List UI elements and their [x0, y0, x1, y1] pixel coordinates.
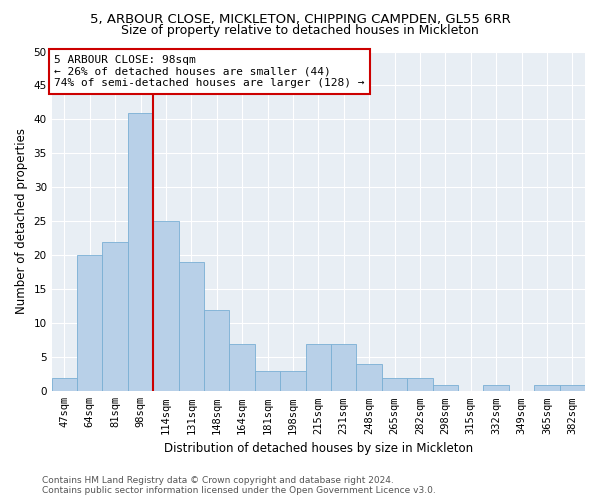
Text: 5 ARBOUR CLOSE: 98sqm
← 26% of detached houses are smaller (44)
74% of semi-deta: 5 ARBOUR CLOSE: 98sqm ← 26% of detached …	[54, 55, 365, 88]
Bar	[103, 242, 128, 392]
Bar	[77, 256, 103, 392]
X-axis label: Distribution of detached houses by size in Mickleton: Distribution of detached houses by size …	[164, 442, 473, 455]
Bar	[229, 344, 255, 392]
Y-axis label: Number of detached properties: Number of detached properties	[15, 128, 28, 314]
Bar	[560, 384, 585, 392]
Bar	[407, 378, 433, 392]
Text: Size of property relative to detached houses in Mickleton: Size of property relative to detached ho…	[121, 24, 479, 37]
Bar	[305, 344, 331, 392]
Bar	[331, 344, 356, 392]
Bar	[433, 384, 458, 392]
Bar	[179, 262, 204, 392]
Bar	[484, 384, 509, 392]
Bar	[534, 384, 560, 392]
Text: 5, ARBOUR CLOSE, MICKLETON, CHIPPING CAMPDEN, GL55 6RR: 5, ARBOUR CLOSE, MICKLETON, CHIPPING CAM…	[89, 12, 511, 26]
Bar	[255, 371, 280, 392]
Text: Contains HM Land Registry data © Crown copyright and database right 2024.
Contai: Contains HM Land Registry data © Crown c…	[42, 476, 436, 495]
Bar	[356, 364, 382, 392]
Bar	[153, 222, 179, 392]
Bar	[280, 371, 305, 392]
Bar	[128, 112, 153, 392]
Bar	[52, 378, 77, 392]
Bar	[204, 310, 229, 392]
Bar	[382, 378, 407, 392]
